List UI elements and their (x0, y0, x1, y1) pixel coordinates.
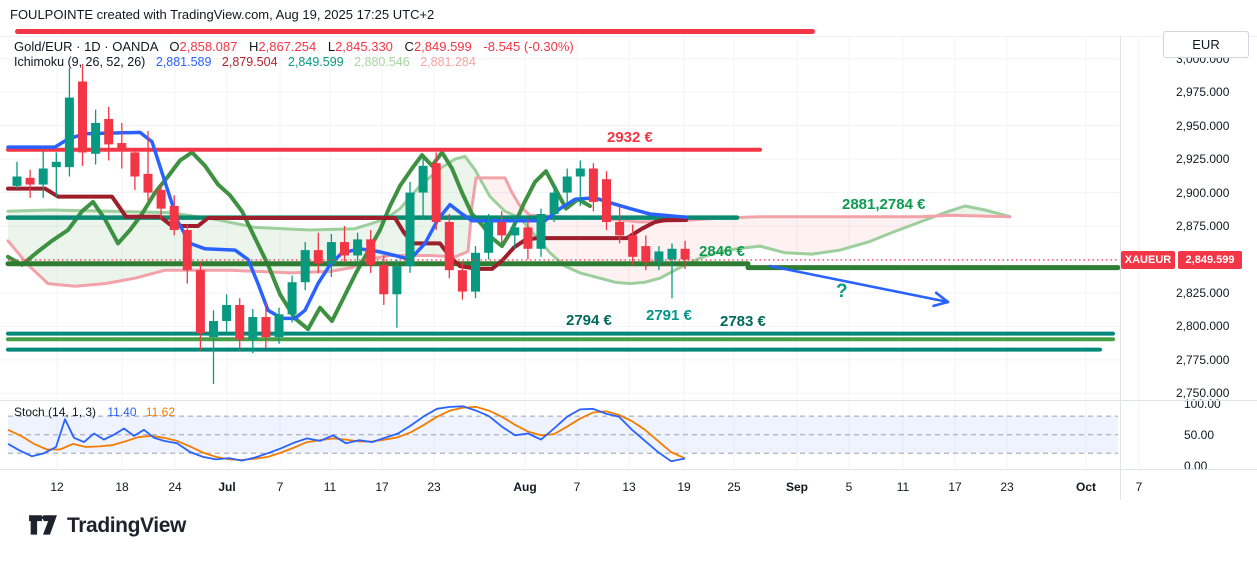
time-axis-label: Jul (218, 480, 236, 494)
time-axis-label: 17 (948, 480, 962, 494)
main-chart-canvas[interactable] (0, 0, 1257, 470)
time-axis-label: Sep (785, 480, 809, 494)
open-label: O (169, 39, 180, 54)
time-axis-label: 7 (1135, 480, 1143, 494)
pane-separator[interactable] (0, 400, 1257, 401)
level-label: 2794 € (566, 312, 612, 329)
price-axis-label: 2,900.000 (1176, 185, 1230, 200)
chikou-value: 2,849.599 (288, 55, 344, 69)
badge-symbol: XAUEUR (1121, 251, 1175, 269)
level-label: 2791 € (646, 307, 692, 324)
kijun-value: 2,879.504 (221, 55, 278, 69)
stoch-legend[interactable]: Stoch (14, 1, 3) 11.40 11.62 (14, 405, 175, 419)
high-value: 2,867.254 (258, 39, 317, 54)
ichimoku-title[interactable]: Ichimoku (9, 26, 52, 26) (14, 55, 146, 69)
time-axis-label: 5 (845, 480, 853, 494)
tenkan-value: 2,881.589 (155, 55, 212, 69)
ichimoku-legend[interactable]: Ichimoku (9, 26, 52, 26) 2,881.589 2,879… (14, 55, 483, 69)
price-axis-label: 2,975.000 (1176, 85, 1230, 100)
close-value: 2,849.599 (413, 39, 472, 54)
question-mark-annotation[interactable]: ? (836, 281, 848, 302)
change-value: -8.545 (-0.30%) (483, 39, 574, 54)
tradingview-logo-icon (29, 515, 57, 535)
badge-price: 2,849.599 (1178, 251, 1242, 269)
level-label: 2881,2784 € (842, 196, 926, 213)
last-price-badge: XAUEUR 2,849.599 (1121, 251, 1242, 269)
time-axis-label: 11 (896, 480, 910, 494)
time-axis-label: 18 (115, 480, 129, 494)
time-axis-label: 7 (276, 480, 284, 494)
price-axis-label: 2,775.000 (1176, 352, 1230, 367)
stoch-axis-label: 0.00 (1184, 458, 1208, 473)
price-axis-label: 2,925.000 (1176, 152, 1230, 167)
stoch-title[interactable]: Stoch (14, 1, 3) (14, 405, 97, 419)
time-axis-label: 17 (375, 480, 389, 494)
time-axis-label: 24 (168, 480, 182, 494)
time-axis-label: 19 (677, 480, 691, 494)
tradingview-logo-text: TradingView (67, 514, 186, 537)
symbol-title[interactable]: Gold/EUR · 1D · OANDA (14, 39, 158, 54)
price-axis-label: 2,875.000 (1176, 219, 1230, 234)
attribution-text: FOULPOINTE created with TradingView.com,… (10, 7, 435, 22)
time-axis-label: 25 (727, 480, 741, 494)
low-value: 2,845.330 (335, 39, 393, 54)
stoch-axis-label: 100.00 (1184, 396, 1221, 411)
time-axis-label: Oct (1075, 480, 1097, 494)
price-axis-label: 2,800.000 (1176, 319, 1230, 334)
axis-separator (1120, 36, 1121, 500)
low-label: L (327, 39, 336, 54)
price-axis-label: 2,950.000 (1176, 118, 1230, 133)
stoch-k-value: 11.40 (107, 405, 137, 419)
senkou-a-value: 2,880.546 (354, 55, 410, 69)
time-axis-label: 13 (622, 480, 636, 494)
stoch-d-value: 11.62 (145, 405, 176, 419)
pane-separator[interactable] (0, 469, 1257, 470)
level-label: 2846 € (699, 243, 745, 260)
time-axis-label: 12 (50, 480, 64, 494)
high-label: H (248, 39, 259, 54)
time-axis-label: 23 (427, 480, 441, 494)
time-axis-label: 7 (573, 480, 581, 494)
level-label: 2783 € (720, 313, 766, 330)
stoch-axis-label: 50.00 (1184, 427, 1215, 442)
price-axis-label: 2,750.000 (1176, 386, 1230, 401)
time-axis-label: Aug (513, 480, 537, 494)
time-axis-label: 23 (1000, 480, 1014, 494)
tradingview-logo[interactable]: TradingView (28, 514, 186, 538)
currency-toggle-button[interactable]: EUR (1163, 31, 1249, 58)
price-axis-label: 2,825.000 (1176, 285, 1230, 300)
level-label: 2932 € (607, 129, 653, 146)
open-value: 2,858.087 (179, 39, 238, 54)
symbol-legend[interactable]: Gold/EUR · 1D · OANDA O2,858.087 H2,867.… (14, 39, 574, 54)
close-label: C (404, 39, 414, 54)
senkou-b-value: 2,881.284 (420, 55, 476, 69)
time-axis-label: 11 (323, 480, 337, 494)
red-highlight-bar (15, 29, 815, 34)
